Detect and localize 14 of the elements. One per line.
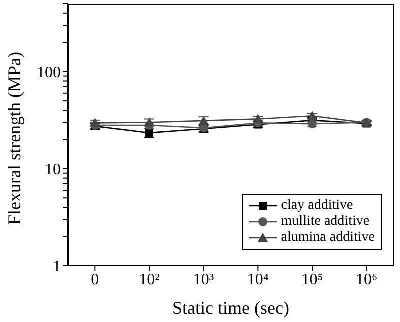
legend-label: clay additive (281, 198, 354, 214)
y-tick-label: 10 (45, 162, 61, 179)
x-tick-label: 10³ (193, 271, 214, 288)
y-tick-label: 1 (53, 258, 61, 276)
x-tick-label: 10⁵ (302, 271, 324, 288)
legend-label: alumina additive (281, 230, 375, 246)
x-tick-label: 10² (139, 271, 160, 288)
x-axis-title: Static time (sec) (172, 298, 290, 318)
y-tick-label: 100 (37, 64, 61, 82)
x-tick-label: 10⁶ (356, 271, 378, 288)
x-tick-label: 0 (91, 271, 100, 288)
x-tick-label: 10⁴ (247, 271, 270, 288)
y-axis-title: Flexural strength (MPa) (4, 52, 24, 225)
legend-label: mullite additive (281, 214, 370, 230)
